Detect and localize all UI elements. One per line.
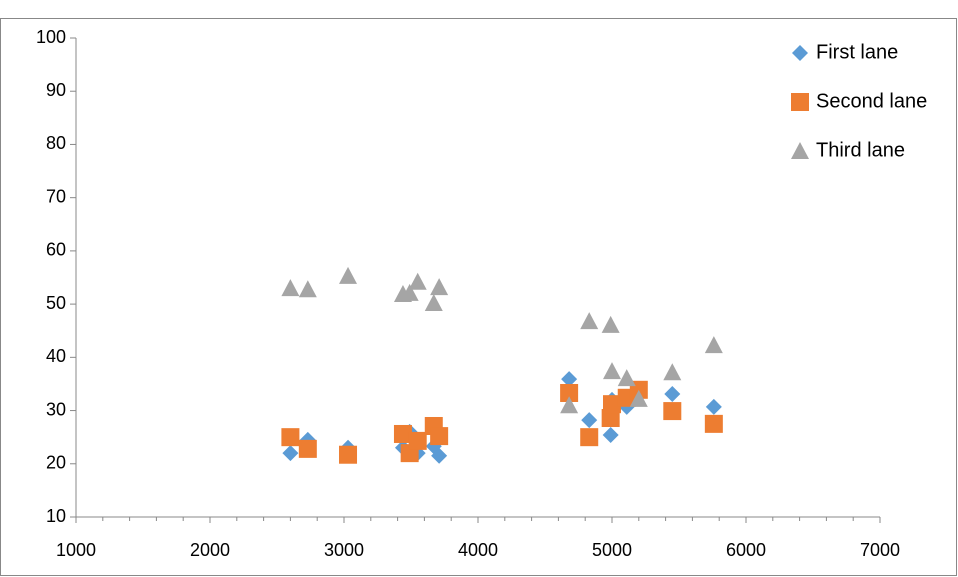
point xyxy=(704,414,723,433)
point xyxy=(424,294,443,312)
point xyxy=(281,279,300,297)
y-tick-label: 90 xyxy=(46,80,66,100)
legend: First lane Second lane Third lane xyxy=(791,41,927,161)
point xyxy=(298,439,317,458)
point xyxy=(339,266,358,284)
y-tick-label: 40 xyxy=(46,346,66,366)
point xyxy=(629,389,648,407)
point xyxy=(664,386,681,403)
point xyxy=(580,428,599,447)
point xyxy=(601,409,620,428)
y-tick-label: 60 xyxy=(46,240,66,260)
y-tick-label: 10 xyxy=(46,506,66,526)
point xyxy=(430,278,449,296)
x-tick-label: 6000 xyxy=(726,540,766,560)
point xyxy=(602,427,619,444)
x-tick-label: 4000 xyxy=(458,540,498,560)
x-tick-label: 1000 xyxy=(56,540,96,560)
point xyxy=(705,398,722,415)
legend-marker xyxy=(792,45,808,61)
y-tick-label: 100 xyxy=(36,27,66,47)
point xyxy=(408,272,427,290)
point xyxy=(704,336,723,354)
point xyxy=(581,412,598,429)
x-tick-label: 3000 xyxy=(324,540,364,560)
point xyxy=(560,396,579,414)
y-tick-label: 30 xyxy=(46,399,66,419)
point xyxy=(281,428,300,447)
chart-border xyxy=(0,18,957,576)
legend-label: First lane xyxy=(816,41,898,63)
point xyxy=(603,395,621,414)
point xyxy=(663,402,682,421)
legend-label: Second lane xyxy=(816,90,927,112)
point xyxy=(400,283,419,301)
x-tick-label: 5000 xyxy=(592,540,632,560)
legend-label: Third lane xyxy=(816,139,905,161)
point xyxy=(282,445,299,462)
y-tick-label: 70 xyxy=(46,186,66,206)
point xyxy=(603,362,621,380)
point xyxy=(298,280,317,298)
y-tick-label: 20 xyxy=(46,453,66,473)
legend-marker xyxy=(791,142,809,159)
point xyxy=(663,363,682,381)
point xyxy=(560,383,579,402)
point xyxy=(393,424,412,443)
point xyxy=(339,445,358,464)
x-tick-label: 2000 xyxy=(190,540,230,560)
point xyxy=(580,312,599,330)
x-tick-label: 7000 xyxy=(860,540,900,560)
point xyxy=(408,431,427,450)
point xyxy=(561,371,578,388)
point xyxy=(430,427,449,446)
point xyxy=(601,315,620,333)
y-tick-label: 50 xyxy=(46,293,66,313)
point xyxy=(431,447,448,464)
y-tick-label: 80 xyxy=(46,133,66,153)
legend-marker xyxy=(791,93,809,111)
point xyxy=(617,369,636,387)
